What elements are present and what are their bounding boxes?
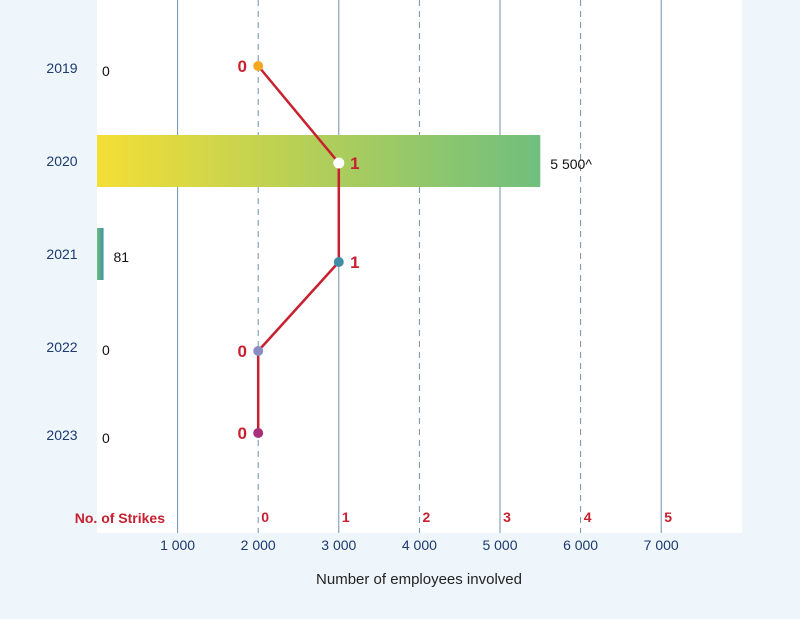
x-tick-label: 4 000 [402, 537, 437, 553]
year-label: 2019 [46, 60, 77, 76]
strikes-point [333, 257, 344, 267]
strikes-value-label: 0 [237, 57, 246, 76]
employee-value-label: 5 500^ [550, 156, 592, 172]
labels: 2019 0 2020 5 500^ 2021 81 2022 0 2023 0 [46, 60, 592, 446]
employee-value-label: 0 [102, 342, 110, 358]
employee-bar [97, 228, 104, 280]
strikes-value-label: 0 [237, 342, 246, 361]
employee-value-label: 0 [102, 63, 110, 79]
year-label: 2021 [46, 246, 77, 262]
x-tick-label: 2 000 [241, 537, 276, 553]
x-tick-label: 7 000 [644, 537, 679, 553]
strikes-value-label: 1 [350, 154, 359, 173]
employee-bars [97, 135, 541, 280]
strikes-line: 0 1 1 0 0 [237, 57, 359, 443]
year-label: 2023 [46, 427, 77, 443]
employee-value-label: 0 [102, 430, 110, 446]
employee-value-label: 81 [114, 249, 130, 265]
strikes-value-label: 0 [237, 424, 246, 443]
strikes-point [253, 346, 264, 356]
strikes-tick-label: 1 [342, 509, 350, 525]
strikes-point [333, 157, 345, 169]
year-label: 2022 [46, 339, 77, 355]
x-tick-label: 5 000 [482, 537, 517, 553]
year-label: 2020 [46, 153, 77, 169]
x-axis-label: Number of employees involved [316, 571, 522, 588]
strikes-tick-label: 2 [423, 509, 431, 525]
strikes-point [253, 61, 264, 71]
strikes-point [253, 428, 264, 438]
x-tick-label: 3 000 [321, 537, 356, 553]
strikes-tick-label: 5 [664, 509, 672, 525]
x-tick-label: 1 000 [160, 537, 195, 553]
strikes-tick-label: 3 [503, 509, 511, 525]
x-tick-label: 6 000 [563, 537, 598, 553]
strikes-tick-label: 0 [261, 509, 269, 525]
strikes-tick-label: 4 [584, 509, 592, 525]
strikes-value-label: 1 [350, 253, 359, 272]
strikes-axis-label: No. of Strikes [75, 510, 165, 526]
employee-bar [97, 135, 541, 187]
